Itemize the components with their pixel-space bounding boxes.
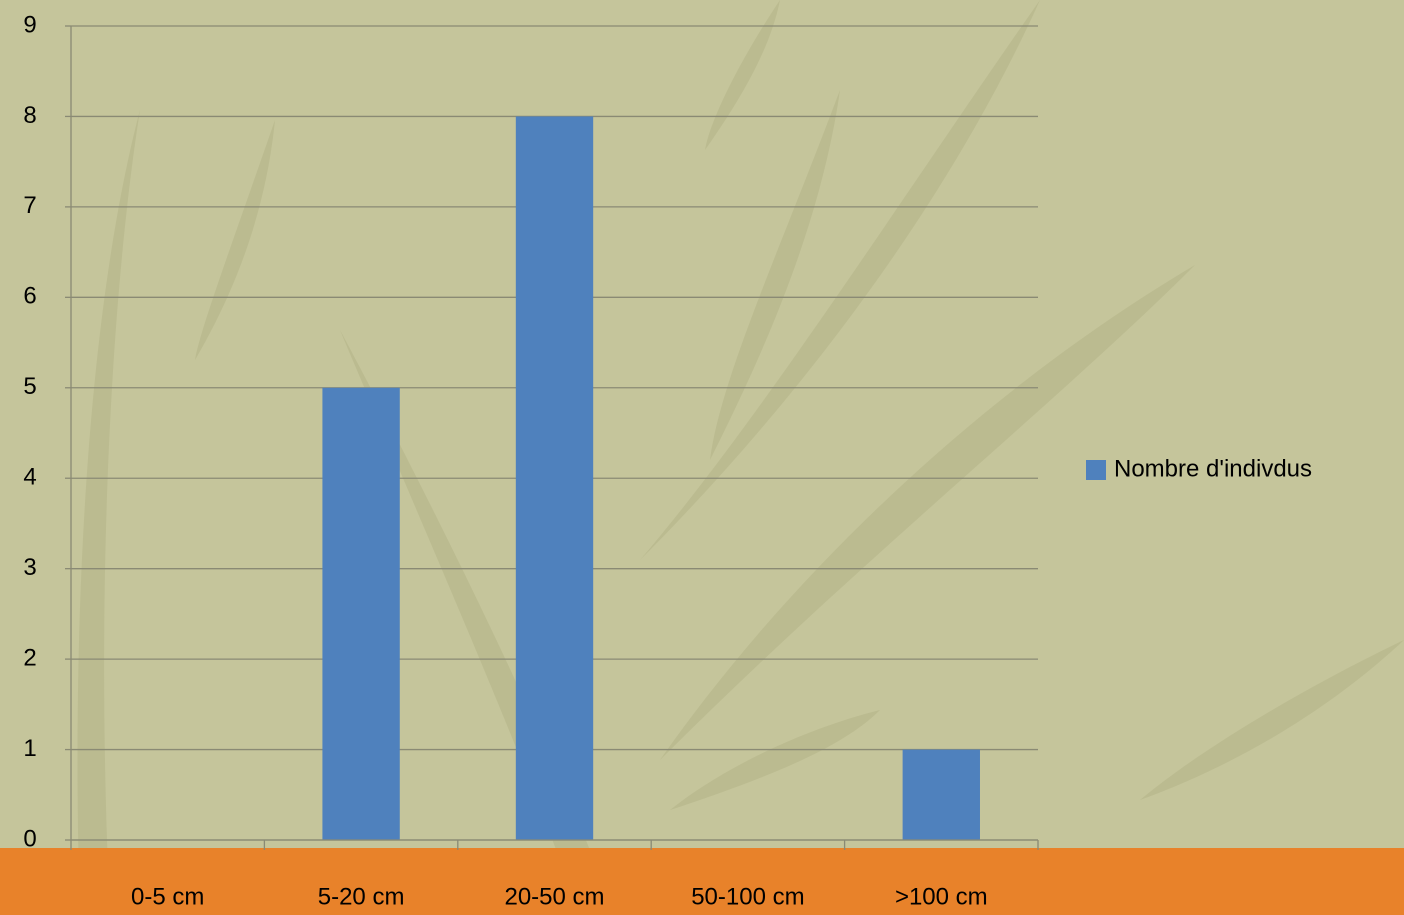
y-tick-label: 4 xyxy=(23,464,36,491)
bar xyxy=(515,116,594,840)
x-tick-label: 50-100 cm xyxy=(691,883,804,910)
bar xyxy=(322,387,400,840)
legend-swatch xyxy=(1086,460,1106,480)
legend-label: Nombre d'indivdus xyxy=(1114,455,1312,482)
y-tick-label: 6 xyxy=(23,283,36,310)
x-tick-label: >100 cm xyxy=(895,883,988,910)
y-tick-label: 8 xyxy=(23,102,36,129)
y-tick-label: 7 xyxy=(23,192,36,219)
x-tick-label: 0-5 cm xyxy=(131,883,204,910)
y-tick-label: 9 xyxy=(23,11,36,38)
x-tick-label: 5-20 cm xyxy=(318,883,405,910)
y-tick-label: 0 xyxy=(23,825,36,852)
footer-band xyxy=(0,848,1404,915)
bar xyxy=(902,749,980,840)
x-tick-label: 20-50 cm xyxy=(504,883,604,910)
y-tick-label: 5 xyxy=(23,373,36,400)
y-tick-label: 1 xyxy=(23,735,36,762)
y-tick-label: 2 xyxy=(23,644,36,671)
y-tick-label: 3 xyxy=(23,554,36,581)
